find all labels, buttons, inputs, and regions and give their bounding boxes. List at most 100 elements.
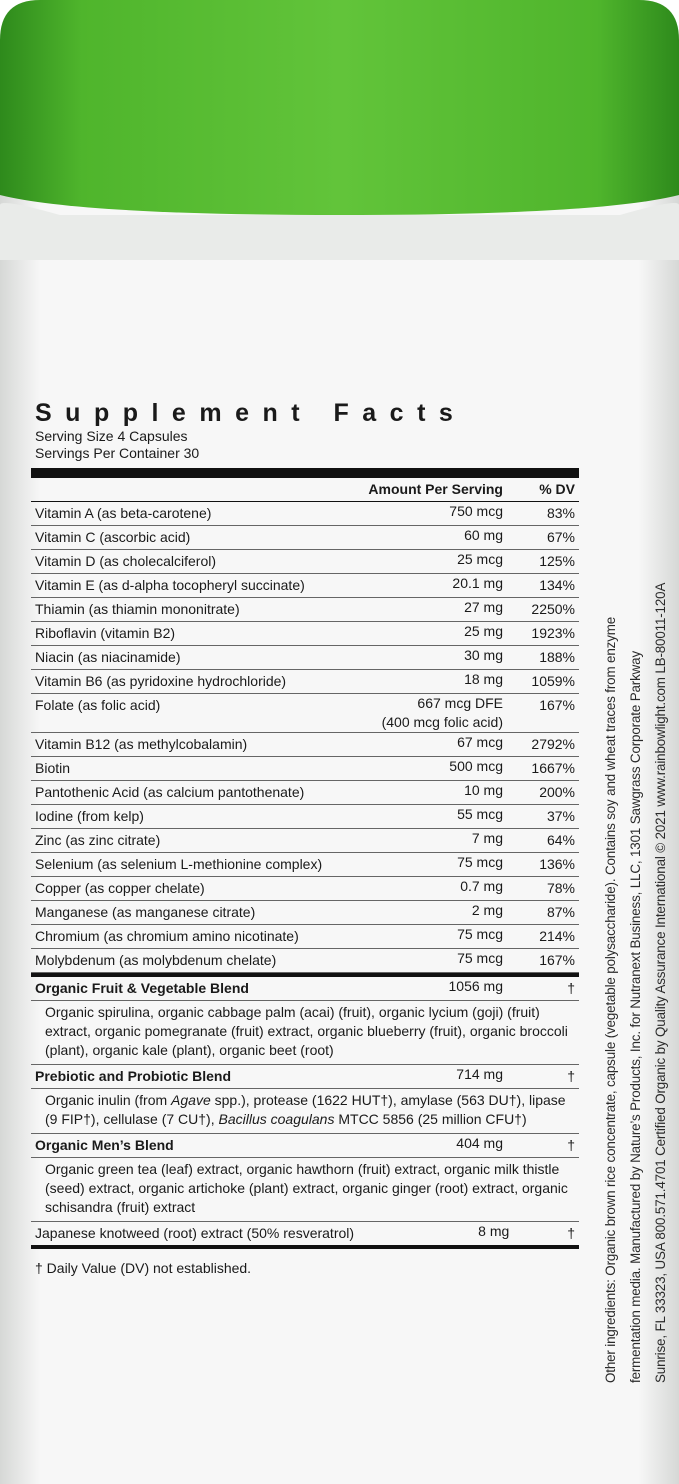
bottle-body: [0, 180, 679, 1484]
nutrient-row: Riboflavin (vitamin B2) 25 mg 1923%: [31, 622, 579, 646]
amount: 60 mg: [333, 526, 503, 545]
servings-per-container: Servings Per Container 30: [35, 445, 200, 461]
daily-value: 167%: [539, 697, 575, 713]
nutrient-row: Copper (as copper chelate) 0.7 mg 78%: [31, 877, 579, 901]
amount: 7 mg: [333, 829, 503, 848]
description-text: MTCC 5856 (25 million CFU†): [334, 1111, 527, 1127]
nutrient-row: Biotin 500 mcg 1667%: [31, 757, 579, 781]
nutrient-name: Copper (as copper chelate): [35, 880, 205, 896]
nutrient-name: Organic Fruit & Vegetable Blend: [35, 980, 249, 996]
daily-value: †: [567, 1225, 575, 1241]
blend-description: Organic green tea (leaf) extract, organi…: [31, 1158, 579, 1222]
amount-value: 25 mcg: [457, 551, 503, 567]
nutrient-row: Vitamin B12 (as methylcobalamin) 67 mcg 27…: [31, 733, 579, 757]
nutrient-row: Folate (as folic acid) 667 mcg DFE (400 mc…: [31, 694, 579, 733]
description-text: Bacillus coagulans: [218, 1111, 335, 1127]
amount-value: 25 mg: [464, 623, 503, 639]
nutrient-row: Pantothenic Acid (as calcium pantothenat…: [31, 781, 579, 805]
nutrient-row: Prebiotic and Probiotic Blend 714 mg †: [31, 1065, 579, 1089]
amount: 2 mg: [333, 901, 503, 920]
description-text: spp.), protease (1622 HUT†), amylase (56…: [45, 1092, 566, 1127]
amount-value: 75 mcg: [457, 854, 503, 870]
footnote: † Daily Value (DV) not established.: [35, 1260, 252, 1276]
amount-value: 10 mg: [464, 782, 503, 798]
amount: 75 mcg: [333, 853, 503, 872]
nutrient-name: Japanese knotweed (root) extract (50% re…: [35, 1225, 355, 1241]
daily-value: †: [567, 1068, 575, 1084]
amount: 18 mg: [333, 670, 503, 689]
amount: 20.1 mg: [333, 574, 503, 593]
daily-value: 64%: [546, 832, 575, 848]
amount: 67 mcg: [333, 733, 503, 752]
amount-value: 2 mg: [471, 902, 503, 918]
amount: 1056 mg: [333, 977, 503, 996]
daily-value: 214%: [539, 928, 575, 944]
nutrient-row: Thiamin (as thiamin mononitrate) 27 mg 225…: [31, 598, 579, 622]
divider: [31, 973, 579, 977]
daily-value: 78%: [546, 880, 575, 896]
amount: 25 mg: [333, 622, 503, 641]
side-text: Other ingredients: Organic brown rice co…: [598, 398, 673, 1383]
amount-value: 60 mg: [464, 527, 503, 543]
blend-rows: Organic Fruit & Vegetable Blend 1056 mg † O…: [31, 977, 579, 1245]
nutrient-name: Folate (as folic acid): [35, 697, 161, 713]
bottle-cap: [0, 0, 679, 215]
nutrient-row: Organic Men’s Blend 404 mg †: [31, 1134, 579, 1158]
nutrient-row: Selenium (as selenium L-methionine compl…: [31, 853, 579, 877]
nutrient-name: Prebiotic and Probiotic Blend: [35, 1068, 232, 1084]
daily-value: 83%: [546, 505, 575, 521]
amount-value: 7 mg: [471, 830, 503, 846]
nutrient-name: Zinc (as zinc citrate): [35, 832, 161, 848]
nutrient-name: Vitamin B12 (as methylcobalamin): [35, 736, 248, 752]
blend-description: Organic inulin (from Agave spp.), protea…: [31, 1089, 579, 1134]
amount-value: 0.7 mg: [460, 878, 503, 894]
daily-value: 1923%: [531, 625, 575, 641]
amount-value: 20.1 mg: [452, 575, 503, 591]
nutrient-name: Pantothenic Acid (as calcium pantothenat…: [35, 784, 305, 800]
title: Supplement Facts: [35, 399, 467, 427]
nutrient-name: Organic Men’s Blend: [35, 1137, 174, 1153]
daily-value: 125%: [539, 553, 575, 569]
nutrient-row: Vitamin A (as beta-carotene) 750 mcg 83%: [31, 502, 579, 526]
nutrient-name: Biotin: [35, 760, 71, 776]
amount: 500 mcg: [333, 757, 503, 776]
nutrient-name: Riboflavin (vitamin B2): [35, 625, 176, 641]
daily-value: 1667%: [531, 760, 575, 776]
divider: [31, 1245, 579, 1249]
blend-description: Organic spirulina, organic cabbage palm …: [31, 1001, 579, 1065]
nutrient-row: Japanese knotweed (root) extract (50% re…: [31, 1222, 579, 1245]
daily-value: †: [567, 980, 575, 996]
amount-value: 500 mcg: [449, 758, 503, 774]
amount-value: 8 mg: [478, 1223, 510, 1239]
daily-value: 87%: [546, 904, 575, 920]
nutrient-row: Vitamin E (as d-alpha tocopheryl succina…: [31, 574, 579, 598]
amount: 25 mcg: [333, 550, 503, 569]
amount-value: 404 mg: [456, 1135, 503, 1151]
amount-value: 67 mcg: [457, 734, 503, 750]
amount: 27 mg: [333, 598, 503, 617]
amount-value: 75 mcg: [457, 926, 503, 942]
supplement-facts: Supplement Facts Serving Size 4 Capsules…: [31, 398, 579, 1277]
daily-value: 2250%: [531, 601, 575, 617]
amount: 750 mcg: [333, 502, 503, 521]
nutrient-rows: Vitamin A (as beta-carotene) 750 mcg 83% Vi…: [31, 502, 579, 973]
amount: 404 mg: [333, 1134, 503, 1153]
nutrient-row: Vitamin D (as cholecalciferol) 25 mcg 125%: [31, 550, 579, 574]
nutrient-name: Chromium (as chromium amino nicotinate): [35, 928, 299, 944]
nutrient-name: Manganese (as manganese citrate): [35, 904, 256, 920]
description-text: Organic spirulina, organic cabbage palm …: [45, 1004, 568, 1058]
nutrient-name: Vitamin D (as cholecalciferol): [35, 553, 217, 569]
amount-value: 1056 mg: [448, 978, 503, 994]
nutrient-row: Vitamin B6 (as pyridoxine hydrochloride)…: [31, 670, 579, 694]
amount-value: 30 mg: [464, 647, 503, 663]
nutrient-row: Chromium (as chromium amino nicotinate) 7…: [31, 925, 579, 949]
serving-size: Serving Size 4 Capsules: [35, 428, 188, 444]
nutrient-name: Iodine (from kelp): [35, 808, 144, 824]
daily-value: †: [567, 1137, 575, 1153]
description-text: Organic green tea (leaf) extract, organi…: [45, 1161, 568, 1215]
amount-value: 750 mcg: [449, 503, 503, 519]
amount: 75 mcg: [333, 949, 503, 968]
divider: [31, 468, 579, 478]
